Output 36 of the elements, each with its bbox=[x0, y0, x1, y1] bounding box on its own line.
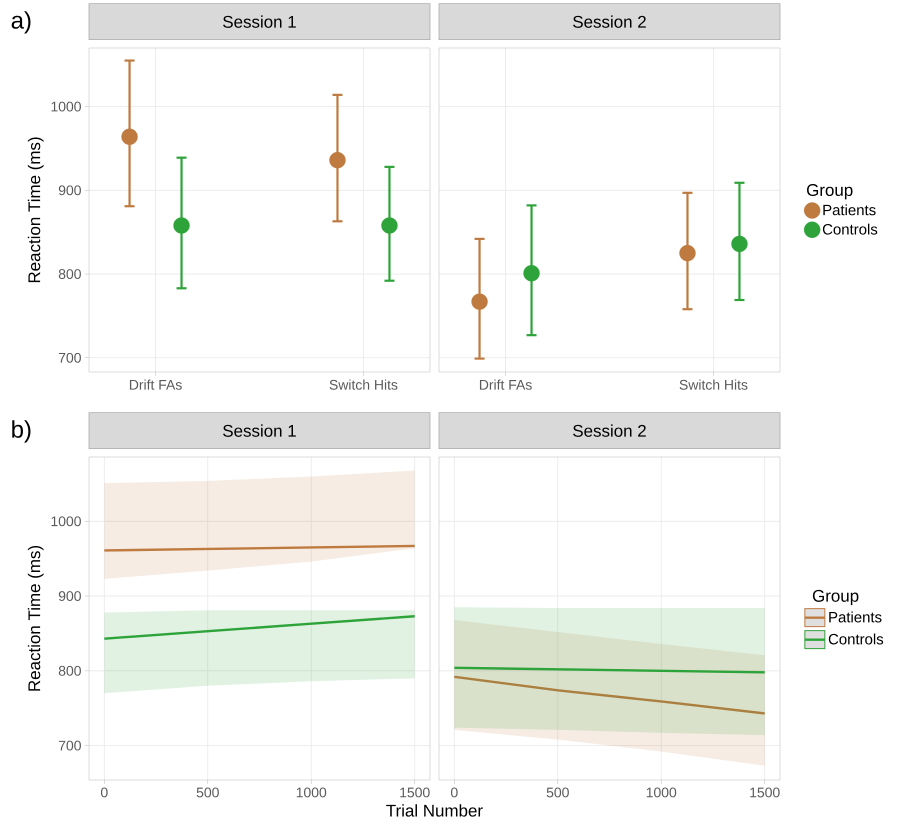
x-tick-label: Switch Hits bbox=[680, 380, 748, 390]
legend-title: Group bbox=[812, 590, 858, 606]
y-tick-label: 800 bbox=[58, 666, 81, 676]
x-tick-label: 0 bbox=[450, 788, 458, 798]
legend-label: Controls bbox=[822, 224, 878, 235]
x-tick-label: 500 bbox=[196, 788, 219, 798]
chart-title: Session 2 bbox=[573, 424, 646, 437]
legend-label: Controls bbox=[828, 633, 884, 644]
x-tick-label: 500 bbox=[546, 788, 569, 798]
text: b) bbox=[12, 420, 30, 443]
text: a) bbox=[12, 11, 30, 34]
y-tick-label: 900 bbox=[58, 591, 81, 602]
chart-title: Session 1 bbox=[223, 424, 296, 437]
x-tick-label: 0 bbox=[100, 788, 108, 798]
x-tick-label: 1500 bbox=[750, 788, 780, 798]
y-tick-label: 900 bbox=[58, 185, 81, 196]
x-tick-label: 1000 bbox=[296, 788, 326, 798]
y-tick-label: 800 bbox=[58, 269, 81, 279]
legend-label: Patients bbox=[829, 611, 882, 622]
line-series bbox=[103, 615, 416, 640]
y-tick-label: 1000 bbox=[52, 516, 81, 526]
y-tick-label: 1000 bbox=[52, 102, 81, 112]
x-tick-label: Drift FAs bbox=[130, 380, 182, 390]
legend-label: Patients bbox=[823, 204, 876, 216]
x-tick-label: Switch Hits bbox=[330, 380, 398, 390]
y-tick-label: 700 bbox=[58, 740, 81, 751]
chart-title: Session 1 bbox=[223, 15, 296, 28]
x-tick-label: Drift FAs bbox=[480, 380, 532, 390]
y-axis-title: Reaction Time (ms) bbox=[28, 546, 44, 691]
x-axis-title: Trial Number bbox=[386, 804, 483, 817]
chart-title: Session 2 bbox=[573, 15, 646, 28]
x-tick-label: 1500 bbox=[400, 788, 430, 798]
legend-title: Group bbox=[807, 184, 853, 200]
y-axis-title: Reaction Time (ms) bbox=[28, 138, 44, 282]
y-tick-label: 700 bbox=[58, 352, 81, 363]
x-tick-label: 1000 bbox=[646, 788, 676, 798]
